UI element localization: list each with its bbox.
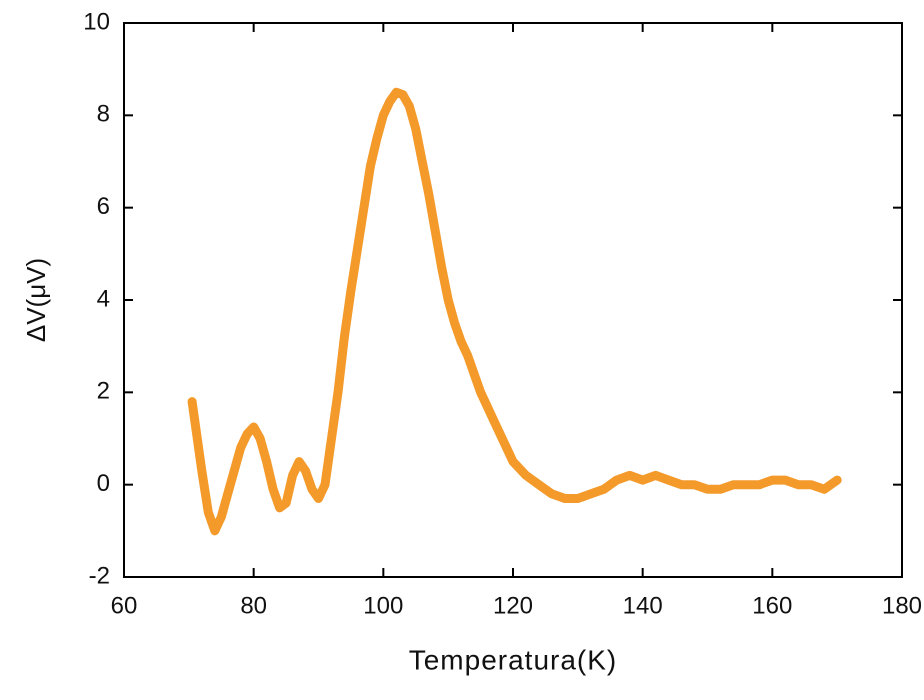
y-tick-label: -2 [89, 562, 110, 589]
x-tick-label: 180 [882, 592, 922, 619]
x-tick-label: 100 [363, 592, 403, 619]
y-tick-label: 10 [83, 8, 110, 35]
y-axis-label: ΔV(μV) [21, 258, 51, 342]
data-line [187, 87, 842, 536]
x-tick-label: 160 [752, 592, 792, 619]
x-tick-label: 60 [111, 592, 138, 619]
y-tick-label: 8 [97, 101, 110, 128]
x-tick-label: 140 [623, 592, 663, 619]
x-tick-label: 80 [240, 592, 267, 619]
x-tick-label: 120 [493, 592, 533, 619]
plot-frame [123, 22, 903, 578]
y-tick-label: 2 [97, 378, 110, 405]
x-axis-label: Temperatura(K) [409, 644, 618, 675]
y-tick-label: 6 [97, 193, 110, 220]
y-tick-label: 0 [97, 470, 110, 497]
y-tick-label: 4 [97, 285, 110, 312]
